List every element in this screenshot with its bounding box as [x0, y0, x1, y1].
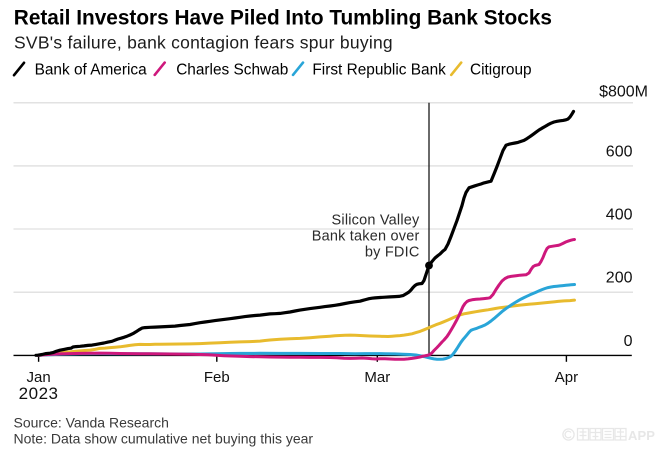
svg-text:Silicon Valley: Silicon Valley: [332, 213, 421, 229]
svg-text:by FDIC: by FDIC: [365, 245, 420, 261]
svg-text:$800M: $800M: [599, 84, 648, 101]
svg-text:600: 600: [606, 144, 633, 161]
svg-text:Bank of America: Bank of America: [35, 62, 148, 79]
svg-text:APP: APP: [628, 428, 655, 443]
svg-text:Retail Investors Have Piled In: Retail Investors Have Piled Into Tumblin…: [14, 6, 552, 29]
svg-text:Feb: Feb: [204, 369, 230, 386]
svg-text:Apr: Apr: [555, 369, 578, 386]
svg-text:0: 0: [624, 333, 633, 350]
svg-text:2023: 2023: [19, 384, 59, 403]
svg-text:SVB's failure, bank contagion: SVB's failure, bank contagion fears spur…: [14, 33, 393, 53]
svg-text:Note: Data show cumulative net: Note: Data show cumulative net buying th…: [14, 430, 314, 446]
svg-text:Mar: Mar: [364, 369, 390, 386]
svg-text:Jan: Jan: [27, 369, 51, 386]
svg-text:Citigroup: Citigroup: [470, 62, 532, 79]
svg-text:400: 400: [606, 207, 633, 224]
svg-text:200: 200: [606, 270, 633, 287]
svg-text:First Republic Bank: First Republic Bank: [312, 62, 446, 79]
svg-text:Charles Schwab: Charles Schwab: [176, 62, 288, 79]
svg-text:Source: Vanda Research: Source: Vanda Research: [14, 415, 169, 431]
svg-text:Bank taken over: Bank taken over: [312, 229, 420, 245]
